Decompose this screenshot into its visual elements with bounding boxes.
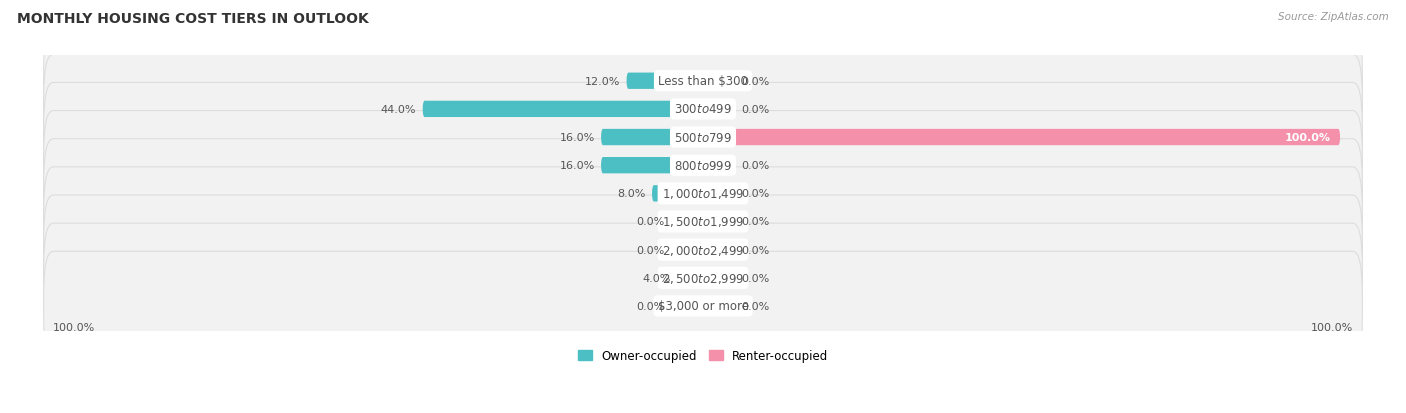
FancyBboxPatch shape bbox=[44, 167, 1362, 276]
Text: 0.0%: 0.0% bbox=[741, 161, 769, 171]
PathPatch shape bbox=[671, 214, 703, 230]
PathPatch shape bbox=[423, 102, 703, 118]
FancyBboxPatch shape bbox=[44, 139, 1362, 248]
PathPatch shape bbox=[703, 214, 735, 230]
Text: $1,500 to $1,999: $1,500 to $1,999 bbox=[662, 215, 744, 229]
Text: 0.0%: 0.0% bbox=[637, 217, 665, 227]
Text: 8.0%: 8.0% bbox=[617, 189, 645, 199]
Text: 44.0%: 44.0% bbox=[381, 104, 416, 114]
FancyBboxPatch shape bbox=[44, 111, 1362, 220]
PathPatch shape bbox=[602, 130, 703, 146]
Text: $2,000 to $2,499: $2,000 to $2,499 bbox=[662, 243, 744, 257]
Text: 0.0%: 0.0% bbox=[741, 189, 769, 199]
PathPatch shape bbox=[703, 186, 735, 202]
Text: 100.0%: 100.0% bbox=[53, 322, 96, 332]
Text: 0.0%: 0.0% bbox=[741, 245, 769, 255]
Text: 0.0%: 0.0% bbox=[741, 301, 769, 311]
PathPatch shape bbox=[602, 158, 703, 174]
PathPatch shape bbox=[703, 102, 735, 118]
Text: 16.0%: 16.0% bbox=[560, 161, 595, 171]
Text: $2,500 to $2,999: $2,500 to $2,999 bbox=[662, 271, 744, 285]
Text: 0.0%: 0.0% bbox=[637, 245, 665, 255]
Text: 0.0%: 0.0% bbox=[741, 104, 769, 114]
Text: MONTHLY HOUSING COST TIERS IN OUTLOOK: MONTHLY HOUSING COST TIERS IN OUTLOOK bbox=[17, 12, 368, 26]
PathPatch shape bbox=[703, 242, 735, 258]
PathPatch shape bbox=[627, 74, 703, 90]
Text: $3,000 or more: $3,000 or more bbox=[658, 300, 748, 313]
Text: Less than $300: Less than $300 bbox=[658, 75, 748, 88]
FancyBboxPatch shape bbox=[44, 252, 1362, 361]
Text: $1,000 to $1,499: $1,000 to $1,499 bbox=[662, 187, 744, 201]
Text: $800 to $999: $800 to $999 bbox=[673, 159, 733, 172]
PathPatch shape bbox=[703, 74, 735, 90]
PathPatch shape bbox=[703, 158, 735, 174]
PathPatch shape bbox=[671, 242, 703, 258]
Text: 16.0%: 16.0% bbox=[560, 133, 595, 142]
Text: $300 to $499: $300 to $499 bbox=[673, 103, 733, 116]
PathPatch shape bbox=[678, 270, 703, 286]
Text: 0.0%: 0.0% bbox=[637, 301, 665, 311]
PathPatch shape bbox=[703, 270, 735, 286]
Legend: Owner-occupied, Renter-occupied: Owner-occupied, Renter-occupied bbox=[572, 344, 834, 367]
Text: 12.0%: 12.0% bbox=[585, 76, 620, 86]
Text: $500 to $799: $500 to $799 bbox=[673, 131, 733, 144]
PathPatch shape bbox=[652, 186, 703, 202]
Text: 100.0%: 100.0% bbox=[1285, 133, 1330, 142]
FancyBboxPatch shape bbox=[44, 195, 1362, 304]
Text: 100.0%: 100.0% bbox=[1310, 322, 1353, 332]
Text: 0.0%: 0.0% bbox=[741, 217, 769, 227]
PathPatch shape bbox=[703, 298, 735, 314]
Text: Source: ZipAtlas.com: Source: ZipAtlas.com bbox=[1278, 12, 1389, 22]
Text: 4.0%: 4.0% bbox=[643, 273, 671, 283]
PathPatch shape bbox=[703, 130, 1340, 146]
FancyBboxPatch shape bbox=[44, 55, 1362, 164]
Text: 0.0%: 0.0% bbox=[741, 76, 769, 86]
FancyBboxPatch shape bbox=[44, 223, 1362, 332]
PathPatch shape bbox=[671, 298, 703, 314]
FancyBboxPatch shape bbox=[44, 27, 1362, 136]
Text: 0.0%: 0.0% bbox=[741, 273, 769, 283]
FancyBboxPatch shape bbox=[44, 83, 1362, 192]
